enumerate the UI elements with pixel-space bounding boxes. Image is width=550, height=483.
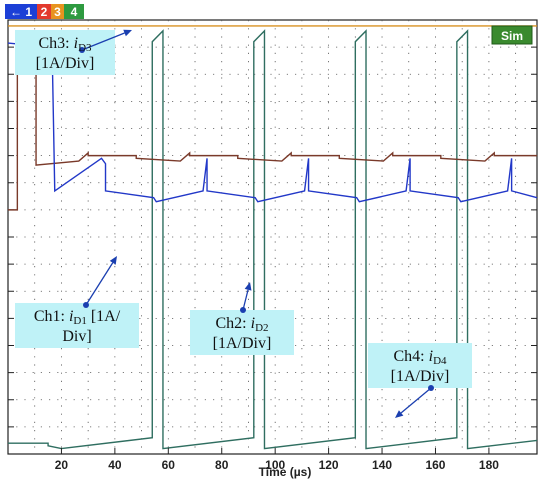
annotation-line1: Ch2: iD2 <box>215 315 268 334</box>
channel-tag-label: 2 <box>41 5 48 19</box>
annotation-line2: Div] <box>62 328 91 345</box>
annotation-ch3: Ch3: iD3[1A/Div] <box>15 29 132 75</box>
channel-tag-label: ← 1 <box>10 5 32 19</box>
annotation-box <box>15 30 115 75</box>
annotation-box <box>368 343 472 388</box>
annotation-line1: Ch4: iD4 <box>393 348 447 367</box>
annotation-ch4: Ch4: iD4[1A/Div] <box>368 343 472 418</box>
series-ch2-line <box>8 51 537 211</box>
channel-tag-bg <box>51 4 64 19</box>
channel-tag-label: 4 <box>71 5 78 19</box>
series-ch1-line <box>7 42 538 203</box>
sim-badge-label: Sim <box>501 29 523 43</box>
annotation-ch1: Ch1: iD1 [1A/Div] <box>15 256 139 348</box>
annotation-line2: [1A/Div] <box>36 55 95 72</box>
annotations: Ch3: iD3[1A/Div]Ch1: iD1 [1A/Div]Ch2: iD… <box>15 29 472 418</box>
annotation-arrow <box>81 32 125 51</box>
x-tick-label: 60 <box>162 458 176 472</box>
annotation-line1: Ch1: iD1 [1A/ <box>34 308 121 327</box>
x-tick-label: 100 <box>265 458 285 472</box>
channel-tag-label: 3 <box>54 5 61 19</box>
arrow-head <box>395 410 404 418</box>
x-tick-label: 40 <box>108 458 122 472</box>
x-tick-label: 160 <box>425 458 445 472</box>
x-axis-label: Time (µs) <box>259 465 312 479</box>
sim-badge: Sim <box>491 25 533 45</box>
annotation-arrow <box>400 387 432 414</box>
annotation-ch2: Ch2: iD2[1A/Div] <box>190 282 294 355</box>
arrow-head <box>244 282 252 291</box>
x-tick-label: 20 <box>55 458 69 472</box>
channel-tag-bg <box>37 4 51 19</box>
plot-frame <box>7 19 538 455</box>
x-tick-label: 140 <box>372 458 392 472</box>
arrow-head <box>109 256 117 265</box>
x-tick-label: 180 <box>479 458 499 472</box>
annotation-box <box>15 303 139 348</box>
annotation-line2: [1A/Div] <box>213 335 272 352</box>
annotation-box <box>190 310 294 355</box>
arrow-head <box>123 29 132 37</box>
sim-badge-bg <box>491 25 533 45</box>
channel-tag-bg <box>5 4 37 19</box>
annotation-arrow <box>85 262 114 306</box>
traces <box>7 25 538 450</box>
series-ch4-line <box>8 29 538 450</box>
annotation-arrow <box>242 289 249 311</box>
x-tick-label: 120 <box>319 458 339 472</box>
x-axis-ticks: 20 40 60 80 100 120 140 160 180 <box>55 448 499 472</box>
arrow-dot <box>79 47 85 53</box>
channel-tag-bg <box>64 4 84 19</box>
arrow-dot <box>240 307 246 313</box>
arrow-dot <box>83 302 89 308</box>
annotation-line2: [1A/Div] <box>391 368 450 385</box>
arrow-dot <box>428 385 434 391</box>
x-tick-label: 80 <box>215 458 229 472</box>
annotation-line1: Ch3: iD3 <box>38 35 92 54</box>
